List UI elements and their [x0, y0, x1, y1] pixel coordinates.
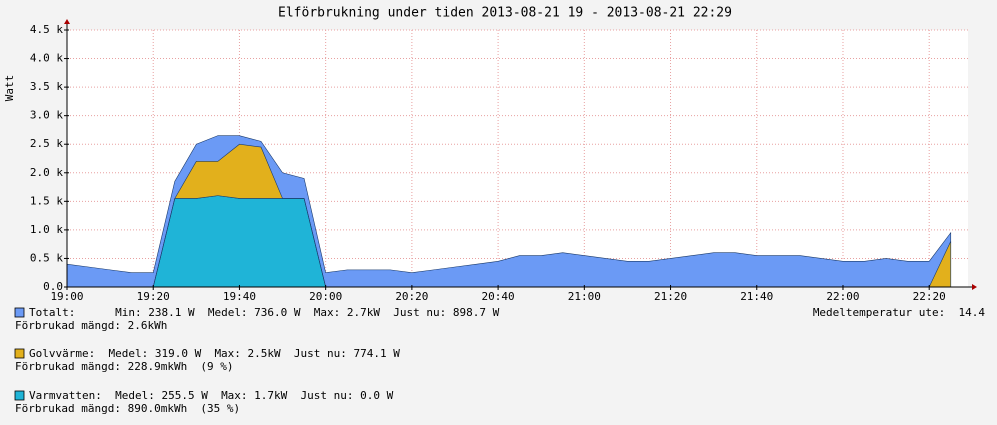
- y-tick-label: 0.0: [43, 280, 63, 293]
- y-tick-label: 4.0 k: [30, 52, 63, 65]
- y-tick-label: 3.0 k: [30, 109, 63, 122]
- y-tick-label: 2.0 k: [30, 166, 63, 179]
- annotation: Medeltemperatur ute: 14.4: [813, 306, 986, 319]
- x-tick-label: 21:40: [740, 290, 773, 303]
- legend-stats: : Min: 238.1 W Medel: 736.0 W Max: 2.7kW…: [69, 306, 500, 319]
- x-arrow: [972, 284, 977, 290]
- legend-name: Golvvärme: [29, 347, 89, 360]
- legend-swatch: [14, 307, 25, 318]
- legend-swatch: [14, 348, 25, 359]
- legend-consumed: Förbrukad mängd: 2.6kWh: [15, 319, 167, 332]
- legend-name: Totalt: [29, 306, 69, 319]
- legend: Totalt: Min: 238.1 W Medel: 736.0 W Max:…: [14, 306, 986, 415]
- x-tick-label: 21:00: [568, 290, 601, 303]
- y-tick-label: 2.5 k: [30, 137, 63, 150]
- x-tick-label: 20:40: [482, 290, 515, 303]
- x-tick-label: 20:00: [309, 290, 342, 303]
- x-tick-label: 19:40: [223, 290, 256, 303]
- legend-consumed: Förbrukad mängd: 890.0mkWh (35 %): [15, 402, 240, 415]
- x-tick-label: 19:00: [50, 290, 83, 303]
- legend-stats: : Medel: 319.0 W Max: 2.5kW Just nu: 774…: [89, 347, 401, 360]
- axes: 0.0 0.5 k 1.0 k 1.5 k 2.0 k 2.5 k 3.0 k 3.5 k 4.…: [30, 19, 977, 303]
- legend-entry: Golvvärme: Medel: 319.0 W Max: 2.5kW Jus…: [29, 347, 400, 360]
- y-tick-label: 3.5 k: [30, 80, 63, 93]
- x-tick-label: 20:20: [395, 290, 428, 303]
- y-axis-label: Watt: [3, 75, 16, 102]
- y-tick-label: 1.5 k: [30, 194, 63, 207]
- legend-entry: Varmvatten: Medel: 255.5 W Max: 1.7kW Ju…: [29, 389, 394, 402]
- legend-stats: : Medel: 255.5 W Max: 1.7kW Just nu: 0.0…: [95, 389, 393, 402]
- legend-name: Varmvatten: [29, 389, 95, 402]
- legend-consumed: Förbrukad mängd: 228.9mkWh (9 %): [15, 360, 234, 373]
- legend-swatch: [14, 390, 25, 401]
- x-tick-label: 19:20: [137, 290, 170, 303]
- y-tick-label: 4.5 k: [30, 23, 63, 36]
- chart-title: Elförbrukning under tiden 2013-08-21 19 …: [278, 6, 732, 21]
- y-tick-label: 0.5 k: [30, 251, 63, 264]
- y-arrow: [64, 19, 70, 24]
- x-tick-label: 21:20: [654, 290, 687, 303]
- x-tick-label: 22:20: [913, 290, 946, 303]
- y-tick-label: 1.0 k: [30, 223, 63, 236]
- x-tick-label: 22:00: [826, 290, 859, 303]
- legend-entry: Totalt: Min: 238.1 W Medel: 736.0 W Max:…: [29, 306, 500, 319]
